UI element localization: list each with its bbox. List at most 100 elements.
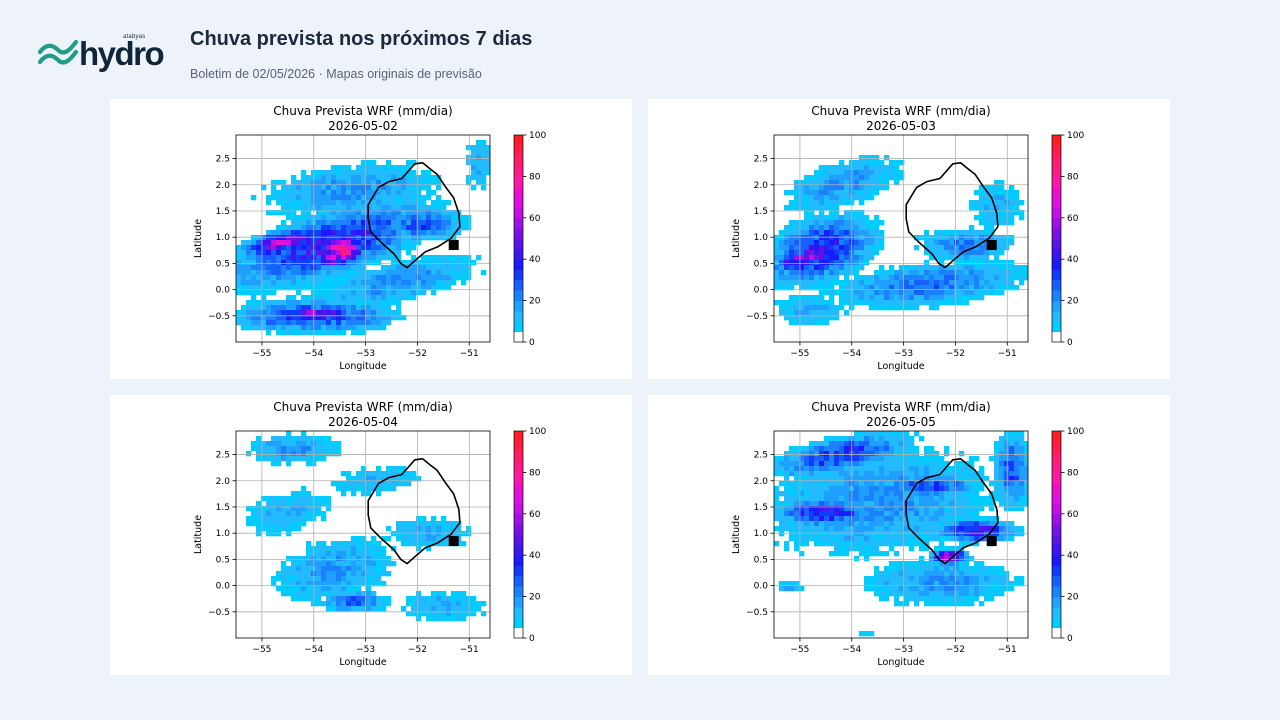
- rain-cell: [276, 526, 282, 532]
- rain-cell: [361, 571, 367, 577]
- rain-cell: [884, 300, 890, 306]
- rain-cell: [281, 315, 287, 321]
- colorbar-segment: [514, 269, 523, 281]
- rain-cell: [296, 280, 302, 286]
- rain-cell: [486, 160, 491, 166]
- rain-cell: [899, 275, 905, 281]
- rain-cell: [809, 175, 815, 181]
- rain-cell: [854, 486, 860, 492]
- rain-cell: [934, 581, 940, 587]
- rain-cell: [904, 300, 910, 306]
- rain-cell: [1004, 235, 1010, 241]
- rain-cell: [794, 305, 800, 311]
- rain-cell: [899, 531, 905, 537]
- rain-cell: [894, 506, 900, 512]
- rain-cell: [964, 295, 970, 301]
- rain-cell: [276, 330, 282, 336]
- rain-cell: [979, 260, 985, 266]
- rain-cell: [361, 606, 367, 612]
- x-tick-label: −52: [946, 645, 965, 655]
- rain-cell: [779, 526, 785, 532]
- rain-cell: [774, 235, 780, 241]
- rain-cell: [421, 195, 427, 201]
- rain-cell: [386, 190, 392, 196]
- rain-cell: [819, 200, 825, 206]
- rain-cell: [281, 220, 287, 226]
- rain-cell: [346, 606, 352, 612]
- rain-cell: [331, 265, 337, 271]
- rain-cell: [286, 441, 292, 447]
- rain-cell: [366, 561, 372, 567]
- rain-cell: [321, 571, 327, 577]
- rain-cell: [844, 436, 850, 442]
- rain-cell: [794, 526, 800, 532]
- rain-cell: [784, 456, 790, 462]
- rain-cell: [889, 541, 895, 547]
- rain-cell: [381, 245, 387, 251]
- rain-cell: [924, 541, 930, 547]
- rain-cell: [326, 451, 332, 457]
- rain-cell: [341, 330, 347, 336]
- rain-cell: [296, 250, 302, 256]
- rain-cell: [944, 466, 950, 472]
- rain-cell: [361, 215, 367, 221]
- rain-cell: [829, 175, 835, 181]
- rain-cell: [296, 205, 302, 211]
- colorbar-tick-label: 80: [529, 172, 541, 182]
- rain-cell: [436, 255, 442, 261]
- rain-cell: [421, 601, 427, 607]
- rain-cell: [974, 486, 980, 492]
- rain-cell: [371, 275, 377, 281]
- rain-cell: [441, 205, 447, 211]
- rain-cell: [416, 180, 422, 186]
- rain-cell: [934, 526, 940, 532]
- rain-cell: [336, 190, 342, 196]
- rain-cell: [809, 220, 815, 226]
- rain-cell: [376, 576, 382, 582]
- rain-cell: [964, 591, 970, 597]
- rain-cell: [336, 446, 342, 452]
- rain-cell: [814, 441, 820, 447]
- rain-cell: [879, 531, 885, 537]
- rain-cell: [894, 280, 900, 286]
- rain-cell: [301, 325, 307, 331]
- rain-cell: [251, 270, 257, 276]
- rain-cell: [296, 586, 302, 592]
- rain-cell: [859, 471, 865, 477]
- rain-cell: [949, 596, 955, 602]
- rain-cell: [436, 616, 442, 622]
- rain-cell: [879, 581, 885, 587]
- rain-cell: [441, 230, 447, 236]
- rain-cell: [351, 300, 357, 306]
- rain-cell: [989, 506, 995, 512]
- rain-cell: [794, 280, 800, 286]
- rain-cell: [784, 501, 790, 507]
- rain-cell: [874, 516, 880, 522]
- rain-cell: [286, 591, 292, 597]
- rain-cell: [286, 320, 292, 326]
- rain-cell: [326, 230, 332, 236]
- rain-cell: [809, 285, 815, 291]
- outlet-marker: [448, 536, 459, 547]
- rain-cell: [919, 496, 925, 502]
- rain-cell: [376, 240, 382, 246]
- rain-cell: [331, 576, 337, 582]
- rain-cell: [834, 506, 840, 512]
- rain-cell: [306, 240, 312, 246]
- rain-cell: [301, 260, 307, 266]
- rain-cell: [964, 230, 970, 236]
- rain-cell: [919, 486, 925, 492]
- rain-cell: [371, 245, 377, 251]
- rain-cell: [331, 205, 337, 211]
- rain-cell: [869, 581, 875, 587]
- rain-cell: [949, 496, 955, 502]
- rain-cell: [356, 265, 362, 271]
- rain-cell: [326, 441, 332, 447]
- rain-cell: [301, 441, 307, 447]
- rain-cell: [386, 170, 392, 176]
- rain-cell: [999, 571, 1005, 577]
- colorbar-segment: [514, 493, 523, 504]
- rain-cell: [854, 220, 860, 226]
- rain-cell: [306, 295, 312, 301]
- rain-cell: [799, 255, 805, 261]
